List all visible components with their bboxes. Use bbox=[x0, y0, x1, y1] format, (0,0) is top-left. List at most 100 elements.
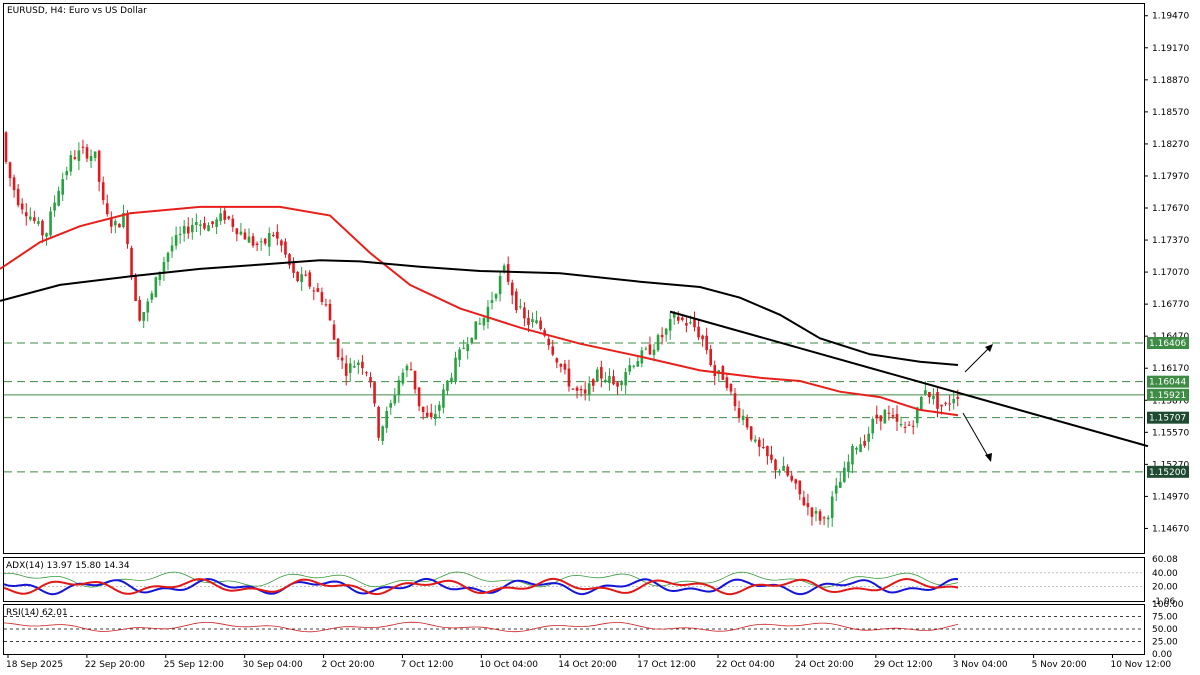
candle-body bbox=[701, 335, 704, 340]
candle-body bbox=[664, 328, 668, 335]
x-tick-label: 10 Oct 04:00 bbox=[479, 660, 538, 670]
candle-body bbox=[502, 265, 506, 273]
candle-body bbox=[292, 262, 295, 273]
arrow-down-shaft bbox=[962, 412, 990, 459]
candle-body bbox=[583, 389, 587, 394]
candle-body bbox=[458, 349, 461, 360]
candle-body bbox=[839, 481, 842, 488]
candle-body bbox=[474, 321, 478, 340]
candle-body bbox=[656, 335, 660, 351]
candle-body bbox=[871, 418, 874, 434]
ma_slow-line bbox=[0, 259, 959, 366]
adx-title: ADX(14) 13.97 15.80 14.34 bbox=[6, 561, 130, 571]
candle-body bbox=[790, 475, 793, 481]
candle-body bbox=[336, 338, 340, 358]
candle-body bbox=[952, 399, 955, 404]
candle-body bbox=[628, 365, 631, 372]
candle-body bbox=[397, 380, 401, 395]
candle-body bbox=[231, 218, 235, 228]
candle-body bbox=[903, 426, 907, 428]
candle-body bbox=[944, 402, 947, 404]
candle-body bbox=[162, 262, 166, 273]
x-tick-label: 25 Sep 12:00 bbox=[164, 660, 224, 670]
y-tick-label: 1.15870 bbox=[1152, 396, 1189, 406]
candle-body bbox=[219, 213, 222, 222]
candle-body bbox=[101, 182, 105, 201]
candle-body bbox=[818, 511, 822, 521]
candle-body bbox=[324, 304, 328, 306]
candle-body bbox=[851, 445, 854, 465]
candle-body bbox=[340, 357, 344, 361]
candle-body bbox=[77, 150, 81, 161]
candle-body bbox=[114, 221, 117, 226]
trendline-line bbox=[669, 310, 1149, 448]
candle-body bbox=[486, 306, 490, 322]
y-tick-label: 1.17670 bbox=[1152, 204, 1189, 214]
candle-body bbox=[130, 247, 133, 278]
candle-body bbox=[535, 320, 538, 324]
rsi-y-tick-label: 50.00 bbox=[1152, 625, 1178, 635]
y-tick-label: 1.16170 bbox=[1152, 364, 1189, 374]
candle-body bbox=[600, 367, 603, 379]
candle-body bbox=[207, 225, 210, 232]
candle-body bbox=[834, 485, 838, 494]
candle-body bbox=[227, 216, 231, 219]
candle-body bbox=[320, 292, 324, 303]
x-tick-label: 18 Sep 2025 bbox=[6, 660, 63, 670]
chart-title: EURUSD, H4: Euro vs US Dollar bbox=[7, 6, 147, 16]
price-level-label: 1.16044 bbox=[1149, 378, 1186, 388]
candle-body bbox=[689, 322, 692, 324]
candle-body bbox=[20, 203, 24, 210]
candle-body bbox=[478, 323, 482, 325]
candle-body bbox=[523, 307, 526, 319]
candle-body bbox=[774, 459, 777, 471]
candle-body bbox=[843, 467, 846, 483]
x-tick-label: 3 Nov 04:00 bbox=[953, 660, 1008, 670]
candle-body bbox=[697, 326, 700, 338]
candle-body bbox=[65, 170, 69, 176]
candle-body bbox=[223, 210, 226, 220]
candle-body bbox=[365, 372, 368, 374]
candle-body bbox=[182, 226, 186, 234]
candle-body bbox=[138, 299, 141, 321]
candle-body bbox=[239, 231, 243, 235]
candle-body bbox=[450, 377, 453, 382]
adx-plus-line bbox=[3, 577, 959, 596]
candle-body bbox=[612, 376, 615, 385]
x-tick-label: 22 Oct 04:00 bbox=[716, 660, 775, 670]
candle-body bbox=[300, 274, 303, 283]
candle-body bbox=[296, 271, 299, 282]
adx-y-tick-label: 60.08 bbox=[1152, 555, 1178, 565]
candle-body bbox=[348, 363, 352, 373]
candle-body bbox=[652, 349, 656, 356]
x-tick-label: 24 Oct 20:00 bbox=[795, 660, 854, 670]
candle-body bbox=[251, 236, 255, 246]
candle-body bbox=[543, 330, 546, 336]
candle-body bbox=[685, 323, 688, 326]
candle-body bbox=[928, 391, 931, 398]
candle-body bbox=[709, 349, 712, 366]
candle-body bbox=[762, 447, 765, 449]
candle-body bbox=[798, 480, 802, 495]
candle-body bbox=[494, 294, 498, 299]
candle-body bbox=[551, 346, 555, 355]
candle-body bbox=[705, 335, 708, 351]
candle-body bbox=[442, 389, 445, 408]
candle-body bbox=[778, 470, 781, 473]
candle-body bbox=[596, 369, 599, 382]
rsi-y-tick-label: 75.00 bbox=[1152, 613, 1178, 623]
y-tick-label: 1.19470 bbox=[1152, 12, 1189, 22]
candle-body bbox=[332, 324, 336, 340]
price-level-label-bg bbox=[1147, 411, 1189, 424]
x-tick-label: 14 Oct 20:00 bbox=[558, 660, 617, 670]
y-tick-label: 1.15570 bbox=[1152, 428, 1189, 438]
candle-body bbox=[794, 479, 798, 484]
candle-body bbox=[393, 395, 397, 404]
candle-body bbox=[413, 370, 417, 390]
y-tick-label: 1.14670 bbox=[1152, 524, 1189, 534]
candle-body bbox=[753, 439, 757, 442]
candle-body bbox=[895, 414, 899, 422]
candle-body bbox=[519, 306, 522, 308]
candle-body bbox=[826, 517, 830, 520]
candle-body bbox=[434, 413, 437, 419]
